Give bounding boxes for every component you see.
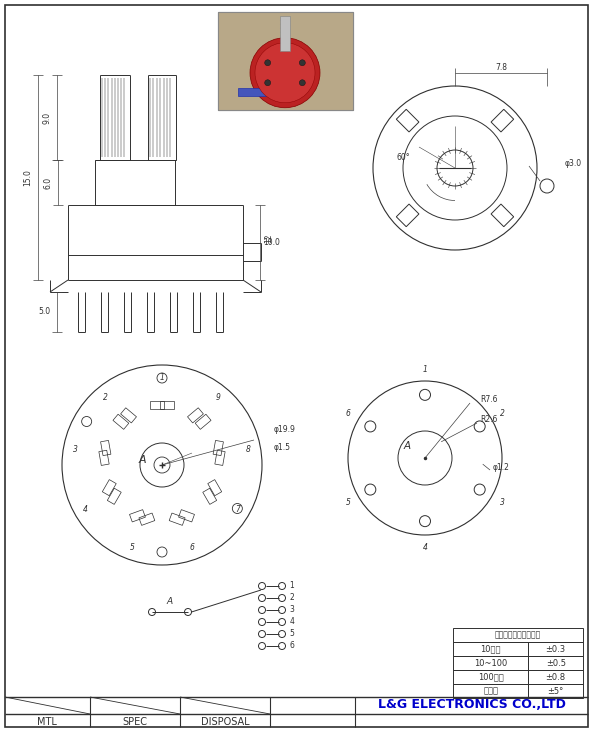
Circle shape: [264, 60, 270, 66]
Text: 7.8: 7.8: [495, 64, 507, 72]
Bar: [203, 488, 216, 504]
Text: R2.6: R2.6: [480, 416, 498, 425]
Text: 2: 2: [500, 409, 505, 418]
Circle shape: [255, 42, 315, 102]
Text: 3: 3: [500, 498, 505, 507]
Text: DISPOSAL: DISPOSAL: [200, 717, 249, 727]
Bar: [139, 513, 155, 526]
Bar: [120, 408, 136, 423]
Text: ±0.5: ±0.5: [546, 659, 566, 668]
Text: 8: 8: [246, 445, 251, 455]
Circle shape: [250, 38, 320, 108]
Text: 4: 4: [423, 542, 428, 551]
Text: 60°: 60°: [396, 154, 410, 163]
Bar: [453, 656, 528, 670]
Text: 未指定容許尺寸之公差: 未指定容許尺寸之公差: [495, 630, 541, 640]
Text: 5: 5: [129, 543, 135, 552]
Bar: [218, 12, 353, 110]
Bar: [213, 441, 224, 455]
Text: 7: 7: [236, 504, 241, 514]
Text: 6: 6: [346, 409, 350, 418]
Bar: [528, 656, 583, 670]
Text: φ3.0: φ3.0: [565, 160, 582, 168]
Text: 2: 2: [103, 393, 108, 402]
Text: 1: 1: [160, 373, 164, 381]
Text: MTL: MTL: [37, 717, 57, 727]
Text: φ1.5: φ1.5: [274, 443, 291, 452]
Bar: [396, 109, 419, 132]
Text: 6.0: 6.0: [43, 176, 53, 189]
Bar: [218, 12, 353, 110]
Text: 10.0: 10.0: [263, 238, 280, 247]
Text: A: A: [167, 597, 173, 607]
Text: 12: 12: [264, 234, 273, 243]
Text: φ1.2: φ1.2: [493, 463, 510, 472]
Bar: [187, 408, 203, 423]
Bar: [280, 16, 290, 51]
Bar: [160, 401, 174, 409]
Bar: [528, 684, 583, 698]
Text: A: A: [403, 441, 410, 451]
Bar: [129, 509, 145, 522]
Bar: [169, 513, 185, 526]
Bar: [195, 414, 211, 430]
Text: SPEC: SPEC: [123, 717, 148, 727]
Bar: [107, 488, 121, 504]
Text: 5.0: 5.0: [38, 307, 50, 316]
Text: 4: 4: [84, 504, 88, 514]
Circle shape: [299, 60, 305, 66]
Bar: [101, 441, 111, 455]
Text: 1: 1: [289, 581, 294, 591]
Bar: [238, 88, 288, 96]
Text: 角　度: 角 度: [483, 687, 498, 695]
Text: 9.0: 9.0: [43, 111, 52, 124]
Text: 5: 5: [346, 498, 350, 507]
Text: 9: 9: [216, 393, 221, 402]
Bar: [453, 642, 528, 656]
Text: ±0.3: ±0.3: [546, 644, 566, 654]
Text: 10以下: 10以下: [480, 644, 501, 654]
Text: 100以个: 100以个: [478, 673, 503, 681]
Bar: [491, 109, 514, 132]
Bar: [178, 509, 195, 522]
Bar: [396, 204, 419, 227]
Bar: [453, 684, 528, 698]
Text: ±5°: ±5°: [547, 687, 564, 695]
Bar: [113, 414, 129, 430]
Text: A: A: [138, 455, 146, 465]
Bar: [453, 628, 583, 642]
Text: φ19.9: φ19.9: [274, 425, 296, 435]
Text: ±0.8: ±0.8: [546, 673, 566, 681]
Circle shape: [264, 80, 270, 86]
Text: L&G ELECTRONICS CO.,LTD: L&G ELECTRONICS CO.,LTD: [378, 698, 566, 712]
Text: 5: 5: [289, 630, 295, 638]
Text: 10~100: 10~100: [474, 659, 508, 668]
Bar: [99, 450, 109, 466]
Text: 4: 4: [289, 618, 295, 627]
Bar: [103, 479, 116, 496]
Bar: [528, 670, 583, 684]
Bar: [453, 670, 528, 684]
Bar: [150, 401, 164, 409]
Circle shape: [299, 80, 305, 86]
Text: 6: 6: [289, 641, 295, 651]
Bar: [528, 642, 583, 656]
Text: 2: 2: [289, 594, 294, 602]
Bar: [208, 479, 222, 496]
Text: 6: 6: [190, 543, 195, 552]
Bar: [215, 450, 225, 466]
Text: R7.6: R7.6: [480, 395, 498, 405]
Text: 1: 1: [423, 365, 428, 373]
Text: 3: 3: [289, 605, 295, 614]
Text: 3: 3: [73, 445, 78, 455]
Text: 15.0: 15.0: [24, 169, 33, 186]
Bar: [491, 204, 514, 227]
